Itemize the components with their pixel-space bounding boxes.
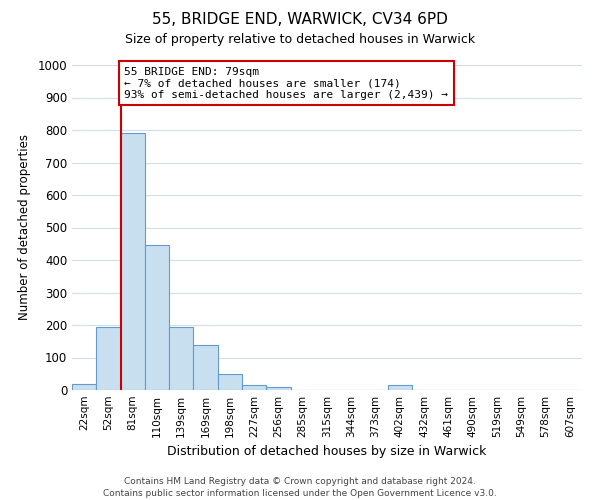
Bar xyxy=(193,344,218,390)
X-axis label: Distribution of detached houses by size in Warwick: Distribution of detached houses by size … xyxy=(167,446,487,458)
Text: Contains public sector information licensed under the Open Government Licence v3: Contains public sector information licen… xyxy=(103,489,497,498)
Bar xyxy=(266,387,290,390)
Bar xyxy=(388,385,412,390)
Bar xyxy=(72,384,96,390)
Bar xyxy=(218,374,242,390)
Text: 55, BRIDGE END, WARWICK, CV34 6PD: 55, BRIDGE END, WARWICK, CV34 6PD xyxy=(152,12,448,28)
Bar xyxy=(145,246,169,390)
Text: Contains HM Land Registry data © Crown copyright and database right 2024.: Contains HM Land Registry data © Crown c… xyxy=(124,478,476,486)
Y-axis label: Number of detached properties: Number of detached properties xyxy=(17,134,31,320)
Bar xyxy=(121,133,145,390)
Bar xyxy=(242,385,266,390)
Bar xyxy=(169,326,193,390)
Text: 55 BRIDGE END: 79sqm
← 7% of detached houses are smaller (174)
93% of semi-detac: 55 BRIDGE END: 79sqm ← 7% of detached ho… xyxy=(124,66,448,100)
Bar xyxy=(96,326,121,390)
Text: Size of property relative to detached houses in Warwick: Size of property relative to detached ho… xyxy=(125,32,475,46)
